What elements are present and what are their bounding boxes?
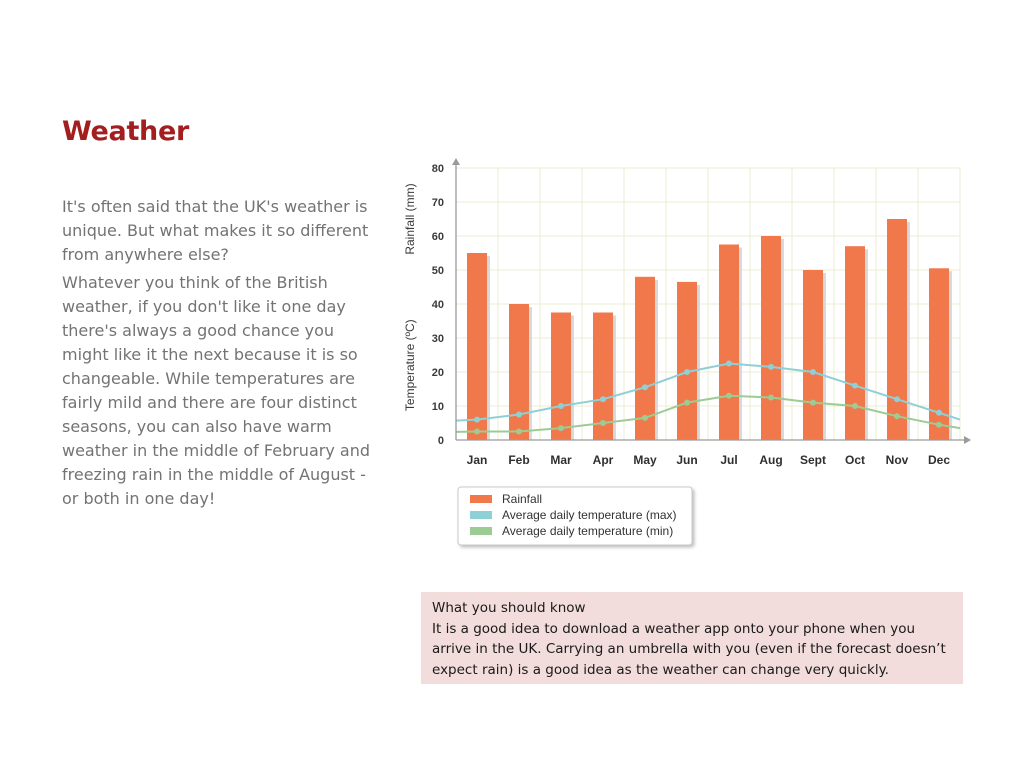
legend-swatch [470,495,492,503]
temp-max-line [455,362,961,422]
rainfall-bar [551,312,571,440]
body-text: It's often said that the UK's weather is… [62,195,378,515]
y-tick-label: 50 [432,265,444,277]
rainfall-bar [677,281,697,440]
x-tick-label: Dec [928,453,950,467]
rainfall-bar [761,236,781,440]
temp-min-point [684,399,690,406]
x-tick-label: May [633,453,657,467]
legend-swatch [470,511,492,519]
temp-min-point [600,420,606,426]
rainfall-bar [887,219,907,440]
temp-max-point [894,396,900,403]
temp-max-point [726,360,732,367]
x-tick-label: Apr [593,453,614,467]
temp-max-point [852,382,858,389]
x-tick-label: Oct [845,453,865,467]
temp-min-point [642,414,648,421]
temp-min-point [516,428,522,435]
page-title: Weather [62,116,190,147]
x-tick-label: Feb [508,453,529,467]
y-tick-label: 30 [432,333,444,345]
x-tick-label: Jan [467,453,488,467]
info-box-heading: What you should know [432,600,586,616]
weather-chart: 0 10 20 30 40 50 60 70 80 Rainfall (mm) Temperatur… [398,150,978,555]
temp-max-point [558,403,564,409]
temp-max-point [768,363,774,370]
y-axis-title-rainfall: Rainfall (mm) [403,183,417,254]
legend-label: Average daily temperature (max) [502,508,677,522]
y-tick-label: 20 [432,367,444,379]
y-tick-label: 60 [432,231,444,243]
legend-label: Average daily temperature (min) [502,524,673,538]
temp-min-point [894,413,900,420]
temp-min-line [455,394,961,433]
temp-max-point [684,369,690,375]
rainfall-bar [593,312,613,440]
intro-paragraph: It's often said that the UK's weather is… [62,197,369,264]
temp-min-point [936,421,942,428]
temp-max-point [600,396,606,403]
temp-min-point [810,399,816,406]
temp-max-point [474,416,480,423]
legend-label: Rainfall [502,492,542,506]
temp-min-point [768,394,774,401]
legend-swatch [470,527,492,535]
temp-max-point [516,411,522,418]
x-tick-label: Jun [676,453,697,467]
y-tick-label: 80 [432,163,444,175]
x-tick-label: Jul [720,453,737,467]
rainfall-bar [803,270,823,440]
weather-chart-svg: 0 10 20 30 40 50 60 70 80 Rainfall (mm) Temperatur… [403,158,971,546]
rainfall-bar [719,244,739,440]
info-box-text: It is a good idea to download a weather … [432,620,946,678]
rainfall-bar [635,276,655,440]
rainfall-bar [467,253,487,440]
x-tick-label: Nov [886,453,909,467]
temp-min-point [726,392,732,399]
temp-min-point [474,428,480,435]
y-tick-label: 70 [432,197,444,209]
temp-max-point [810,369,816,375]
x-tick-label: Sept [800,453,826,467]
y-tick-label: 40 [432,299,444,311]
rainfall-bar [509,304,529,440]
info-box: What you should know It is a good idea t… [421,592,963,684]
y-axis-title-temperature: Temperature (ºC) [403,319,417,411]
x-tick-label: Aug [759,453,782,467]
temp-min-point [558,425,564,432]
legend-box [457,486,693,546]
rainfall-bar [845,246,865,440]
temp-max-point [936,409,942,416]
y-tick-label: 0 [438,435,444,447]
x-tick-label: Mar [550,453,572,467]
x-axis-arrow [964,436,971,444]
y-tick-label: 10 [432,401,444,413]
temp-max-point [642,384,648,391]
temp-min-point [852,403,858,409]
description-paragraph: Whatever you think of the British weathe… [62,273,370,508]
y-axis-arrow [452,158,460,165]
rainfall-bar [929,268,949,440]
